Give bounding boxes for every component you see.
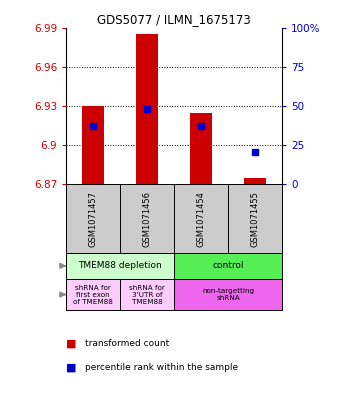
Bar — [66, 253, 174, 279]
Text: shRNA for
3'UTR of
TMEM88: shRNA for 3'UTR of TMEM88 — [129, 285, 165, 305]
Text: GSM1071455: GSM1071455 — [251, 191, 260, 247]
Bar — [174, 279, 282, 310]
Text: TMEM88 depletion: TMEM88 depletion — [79, 261, 162, 270]
Text: transformed count: transformed count — [85, 340, 169, 348]
Text: percentile rank within the sample: percentile rank within the sample — [85, 363, 238, 372]
Text: GSM1071457: GSM1071457 — [89, 191, 98, 247]
Bar — [83, 106, 104, 184]
Bar — [174, 253, 282, 279]
Bar — [190, 112, 212, 184]
Bar — [120, 279, 174, 310]
Bar — [66, 279, 120, 310]
Text: GSM1071456: GSM1071456 — [143, 191, 152, 247]
Text: ■: ■ — [66, 339, 77, 349]
Text: shRNA for
first exon
of TMEM88: shRNA for first exon of TMEM88 — [73, 285, 113, 305]
Text: control: control — [212, 261, 244, 270]
Text: ■: ■ — [66, 362, 77, 373]
Bar — [244, 178, 266, 184]
Bar — [136, 34, 158, 184]
Text: non-targetting
shRNA: non-targetting shRNA — [202, 288, 254, 301]
Title: GDS5077 / ILMN_1675173: GDS5077 / ILMN_1675173 — [97, 13, 251, 26]
Text: GSM1071454: GSM1071454 — [197, 191, 206, 247]
